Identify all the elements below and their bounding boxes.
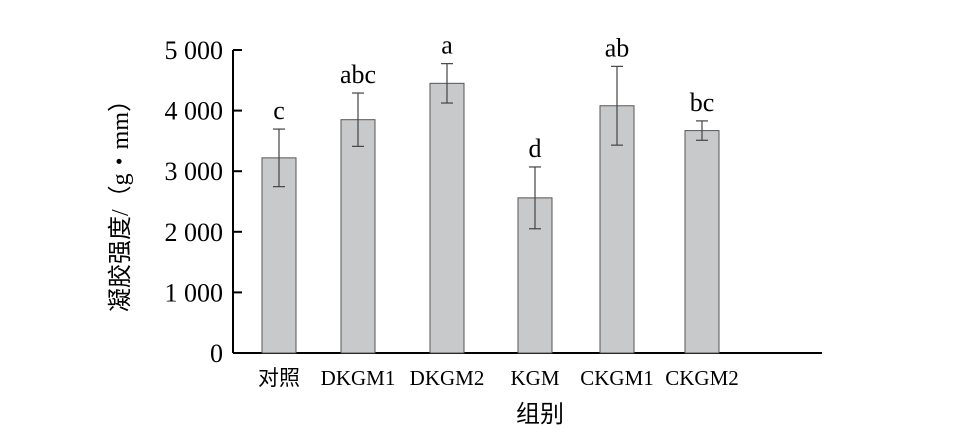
significance-label: abc: [340, 60, 376, 89]
y-tick-label: 1 000: [165, 278, 224, 307]
significance-label: a: [441, 31, 453, 60]
bar: [261, 157, 297, 354]
x-tick-label: CKGM2: [665, 366, 739, 390]
significance-label: d: [529, 134, 542, 163]
y-tick-label: 0: [210, 339, 223, 368]
bar: [340, 119, 376, 354]
bar: [684, 130, 720, 354]
x-tick-label: DKGM2: [410, 366, 485, 390]
y-axis-label: 凝胶强度/（g・mm）: [107, 88, 134, 312]
bar: [429, 82, 465, 354]
x-tick-label: CKGM1: [580, 366, 654, 390]
x-tick-label: DKGM1: [321, 366, 396, 390]
significance-label: ab: [605, 33, 630, 62]
x-axis-label: 组别: [516, 401, 564, 428]
y-tick-label: 2 000: [165, 218, 224, 247]
bar: [599, 105, 635, 354]
x-tick-label: 对照: [258, 366, 300, 390]
y-tick-label: 3 000: [165, 157, 224, 186]
significance-label: bc: [690, 88, 715, 117]
x-tick-label: KGM: [510, 366, 559, 390]
y-tick-label: 5 000: [165, 36, 224, 65]
y-tick-label: 4 000: [165, 97, 224, 126]
significance-label: c: [273, 96, 285, 125]
